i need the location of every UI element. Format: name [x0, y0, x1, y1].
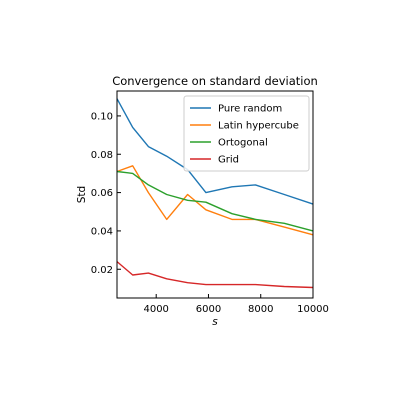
y-axis: 0.02 0.04 0.06 0.08 0.10 — [91, 111, 121, 276]
series-layer — [116, 98, 314, 289]
legend-label-0: Pure random — [218, 104, 282, 115]
y-tick-label: 0.04 — [91, 226, 113, 237]
legend-box — [183, 95, 310, 172]
y-axis-label: Std — [76, 186, 88, 203]
legend-label-1: Latin hypercube — [218, 121, 299, 132]
y-tick-label: 0.08 — [91, 150, 113, 161]
y-tick-label: 0.06 — [91, 188, 113, 199]
x-axis-label: s — [212, 316, 218, 328]
x-tick-label: 6000 — [196, 304, 221, 315]
x-tick-label: 8000 — [248, 304, 273, 315]
chart-title: Convergence on standard deviation — [112, 74, 318, 88]
x-tick-label: 4000 — [143, 304, 168, 315]
x-axis: 4000 6000 8000 10000 — [143, 294, 329, 315]
series-line-1 — [116, 165, 314, 236]
series-line-3 — [116, 261, 314, 289]
x-tick-label: 10000 — [297, 304, 329, 315]
legend: Pure random Latin hypercube Ortogonal Grid — [183, 95, 310, 172]
legend-label-3: Grid — [218, 155, 239, 166]
y-tick-label: 0.02 — [91, 265, 113, 276]
series-line-0 — [116, 98, 314, 205]
plot-frame — [116, 90, 314, 299]
y-tick-label: 0.10 — [91, 111, 113, 122]
series-line-2 — [116, 170, 314, 232]
legend-label-2: Ortogonal — [218, 138, 268, 149]
